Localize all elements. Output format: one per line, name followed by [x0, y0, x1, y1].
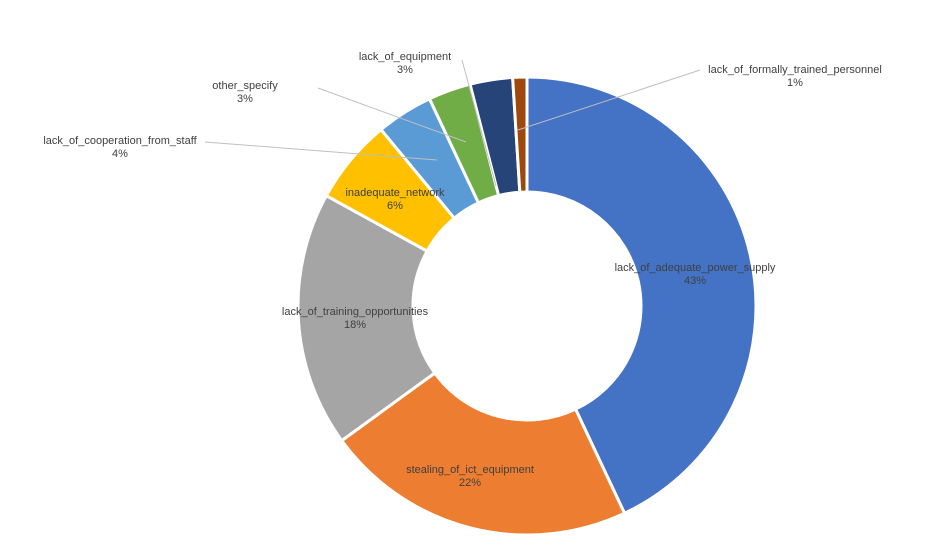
leader-line: [461, 59, 497, 187]
slice-label: lack_of_formally_trained_personnel: [708, 64, 882, 76]
leader-line: [204, 141, 438, 161]
slice-value-label: 4%: [112, 148, 128, 160]
slice-label: other_specify: [212, 80, 278, 92]
slice-value-label: 3%: [237, 93, 253, 105]
slice-value-label: 43%: [684, 275, 706, 287]
slice-label: lack_of_training_opportunities: [282, 306, 429, 318]
leader-line: [517, 69, 701, 131]
slice-value-label: 3%: [397, 64, 413, 76]
slice-label: stealing_of_ict_equipment: [406, 464, 534, 476]
donut-slice: [525, 75, 758, 516]
donut-slice: [339, 370, 627, 537]
slice-value-label: 1%: [787, 77, 803, 89]
donut-slice: [511, 75, 529, 194]
leader-line: [317, 87, 467, 143]
slice-label: lack_of_cooperation_from_staff: [43, 135, 197, 147]
donut-slice: [296, 193, 437, 443]
slice-label: lack_of_equipment: [359, 51, 451, 63]
slice-value-label: 18%: [344, 319, 366, 331]
slice-label: lack_of_adequate_power_supply: [615, 262, 776, 274]
slice-value-label: 6%: [387, 200, 403, 212]
slice-label: inadequate_network: [345, 187, 445, 199]
slice-value-label: 22%: [459, 477, 481, 489]
